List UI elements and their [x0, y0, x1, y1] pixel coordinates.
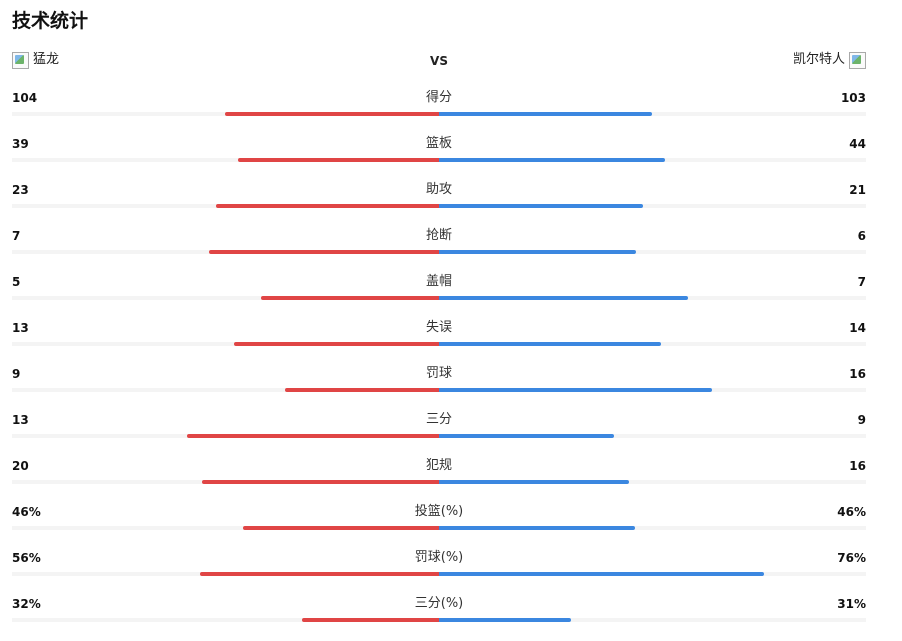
stat-label: 助攻: [425, 182, 452, 197]
home-stat-bar: [202, 480, 439, 484]
stat-label: 得分: [425, 90, 452, 105]
away-stat-bar: [439, 434, 614, 438]
stat-row: 23 助攻 21: [12, 181, 866, 227]
stat-row: 104 得分 103: [12, 89, 866, 135]
stat-label: 篮板: [425, 136, 452, 151]
home-stat-bar: [261, 296, 439, 300]
away-stat-bar: [439, 618, 571, 622]
stat-label: 罚球: [425, 366, 452, 381]
stat-row: 5 盖帽 7: [12, 273, 866, 319]
home-stat-bar: [285, 388, 439, 392]
away-stat-value: 14: [849, 321, 866, 335]
stats-list: 104 得分 103 39 篮板 44 23 助攻 21 7 抢断 6 5 盖帽 7 13 失误 14 9 罚球 16 1…: [12, 89, 866, 641]
stat-row: 7 抢断 6: [12, 227, 866, 273]
home-stat-value: 56%: [12, 551, 41, 565]
home-stat-value: 46%: [12, 505, 41, 519]
away-stat-value: 21: [849, 183, 866, 197]
home-stat-bar: [225, 112, 439, 116]
teams-header: 猛龙 VS 凯尔特人: [12, 50, 866, 72]
stat-label: 犯规: [425, 458, 452, 473]
away-team: 凯尔特人: [793, 50, 866, 70]
stat-label: 三分(%): [414, 596, 464, 611]
away-stat-bar: [439, 572, 764, 576]
away-stat-bar: [439, 388, 712, 392]
away-stat-bar: [439, 112, 652, 116]
away-stat-value: 44: [849, 137, 866, 151]
home-team: 猛龙: [12, 50, 59, 70]
away-stat-bar: [439, 480, 629, 484]
home-stat-bar: [200, 572, 439, 576]
home-stat-value: 104: [12, 91, 38, 105]
home-stat-value: 32%: [12, 597, 41, 611]
stat-row: 56% 罚球(%) 76%: [12, 549, 866, 595]
away-stat-value: 6: [857, 229, 866, 243]
stat-label: 罚球(%): [414, 550, 464, 565]
away-stat-value: 7: [857, 275, 866, 289]
away-stat-bar: [439, 204, 643, 208]
home-stat-value: 7: [12, 229, 21, 243]
stat-row: 13 三分 9: [12, 411, 866, 457]
stat-label: 抢断: [425, 228, 452, 243]
stat-row: 13 失误 14: [12, 319, 866, 365]
page-title: 技术统计: [12, 10, 89, 32]
stat-row: 32% 三分(%) 31%: [12, 595, 866, 641]
away-team-name: 凯尔特人: [792, 52, 845, 67]
home-stat-bar: [302, 618, 439, 622]
away-stat-value: 9: [857, 413, 866, 427]
stat-row: 20 犯规 16: [12, 457, 866, 503]
home-stat-bar: [187, 434, 439, 438]
home-stat-bar: [243, 526, 439, 530]
stat-row: 46% 投篮(%) 46%: [12, 503, 866, 549]
away-stat-value: 103: [840, 91, 866, 105]
home-stat-bar: [209, 250, 439, 254]
home-stat-value: 13: [12, 413, 29, 427]
home-stat-bar: [238, 158, 439, 162]
stat-row: 9 罚球 16: [12, 365, 866, 411]
away-stat-bar: [439, 342, 661, 346]
away-stat-value: 16: [849, 367, 866, 381]
away-stat-bar: [439, 526, 635, 530]
away-stat-value: 31%: [837, 597, 866, 611]
stat-label: 投篮(%): [414, 504, 464, 519]
stat-label: 失误: [425, 320, 452, 335]
away-stat-value: 16: [849, 459, 866, 473]
team-logo-broken-image-icon: [849, 51, 866, 69]
home-stat-value: 13: [12, 321, 29, 335]
home-stat-value: 23: [12, 183, 29, 197]
away-stat-bar: [439, 158, 665, 162]
home-stat-value: 39: [12, 137, 29, 151]
away-stat-bar: [439, 250, 636, 254]
stat-label: 三分: [425, 412, 452, 427]
stat-label: 盖帽: [425, 274, 452, 289]
home-stat-bar: [216, 204, 439, 208]
stat-row: 39 篮板 44: [12, 135, 866, 181]
team-logo-broken-image-icon: [12, 51, 29, 69]
away-stat-bar: [439, 296, 688, 300]
home-stat-value: 20: [12, 459, 29, 473]
away-stat-value: 76%: [837, 551, 866, 565]
home-stat-value: 5: [12, 275, 21, 289]
home-team-name: 猛龙: [33, 52, 60, 67]
home-stat-value: 9: [12, 367, 21, 381]
home-stat-bar: [234, 342, 439, 346]
vs-label: VS: [430, 54, 448, 68]
away-stat-value: 46%: [837, 505, 866, 519]
